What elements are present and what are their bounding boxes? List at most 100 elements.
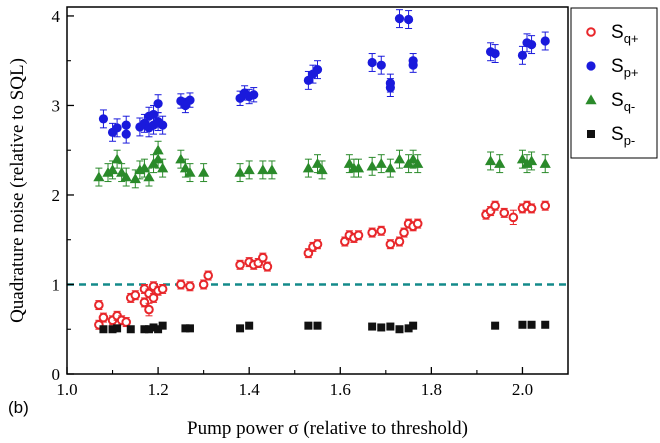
data-point [140,325,149,334]
data-point [394,14,405,24]
data-point [517,50,528,60]
data-point [98,312,109,323]
data-point [499,208,510,218]
panel-label: (b) [8,398,29,417]
legend-marker [585,94,597,105]
data-point [366,160,378,171]
data-point [526,203,537,214]
legend-label-subscript: q+ [624,31,639,46]
data-point [540,200,551,211]
data-point [258,252,268,263]
data-point [236,324,245,333]
y-tick-label: 1 [52,275,61,294]
data-point [126,325,135,334]
data-point [111,153,123,164]
data-point [120,171,132,182]
x-axis-title: Pump power σ (relative to threshold) [187,418,468,439]
x-tick-label: 1.4 [239,380,261,399]
data-point [157,162,169,173]
data-point [98,114,109,124]
data-point [157,284,168,294]
data-point [541,320,550,329]
data-point [249,90,259,100]
data-point [243,164,255,175]
y-tick-label: 3 [52,96,61,115]
y-axis-title: Quadrature noise (relative to SQL) [7,58,28,323]
data-point [525,155,538,166]
x-tick-label: 1.8 [421,380,442,399]
data-point [139,297,150,308]
data-point [245,321,254,330]
data-point [540,36,550,46]
data-point [526,39,537,50]
data-point [262,261,273,272]
data-point [198,166,210,177]
data-point [539,158,551,168]
data-point [494,158,506,168]
data-point [352,162,365,173]
data-point [93,171,105,182]
data-point [185,95,195,105]
legend-marker [586,61,596,71]
tick-labels: 1.0 1.2 1.4 1.6 1.8 2.0 0 1 2 3 4 [52,7,534,399]
data-point [316,164,328,175]
data-point [302,162,314,173]
axes [66,6,569,375]
data-point [399,227,409,238]
data-point [385,239,396,250]
data-point [404,324,413,333]
tick-marks [66,15,524,375]
data-point [234,166,246,177]
data-point [516,153,529,164]
legend-label-subscript: q- [624,99,636,114]
legend-label-subscript: p+ [624,65,639,80]
data-point [376,225,387,236]
legend-box [570,7,658,159]
data-point [257,164,269,175]
data-point [376,60,386,70]
y-tick-label: 2 [52,186,61,205]
y-tick-label: 4 [52,7,61,26]
data-point [121,129,131,139]
data-point [367,227,377,238]
data-point [484,155,497,166]
data-point [491,321,500,330]
data-point [148,293,159,303]
data-point [158,321,167,330]
x-tick-label: 1.6 [330,380,351,399]
data-point [113,324,122,333]
data-point [185,324,194,333]
data-point [395,325,404,334]
data-point [518,320,527,329]
data-point [179,162,192,173]
plot-frame [66,6,569,375]
data-point [375,158,387,168]
data-point [312,65,323,75]
data-point [266,164,278,175]
data-point [143,171,155,182]
data-point [203,270,213,281]
data-point [313,321,322,330]
legend-marker [587,130,595,138]
legend: Sq+Sp+Sq-Sp- [570,7,658,159]
data-point [412,218,423,229]
data-point [386,322,395,331]
data-point [408,56,418,66]
data-point [403,14,414,25]
data-point [184,166,196,177]
x-tick-label: 2.0 [512,380,533,399]
data-point [384,162,396,173]
data-point [527,320,536,329]
data-point [99,325,108,334]
data-point [94,300,104,310]
data-point [508,212,519,223]
series-pminus [99,320,550,334]
data-point [106,164,119,175]
data-point [490,48,500,59]
data-point [158,120,168,130]
data-point [129,173,141,184]
data-point [185,281,195,292]
data-point [521,158,533,168]
data-point [385,82,395,93]
